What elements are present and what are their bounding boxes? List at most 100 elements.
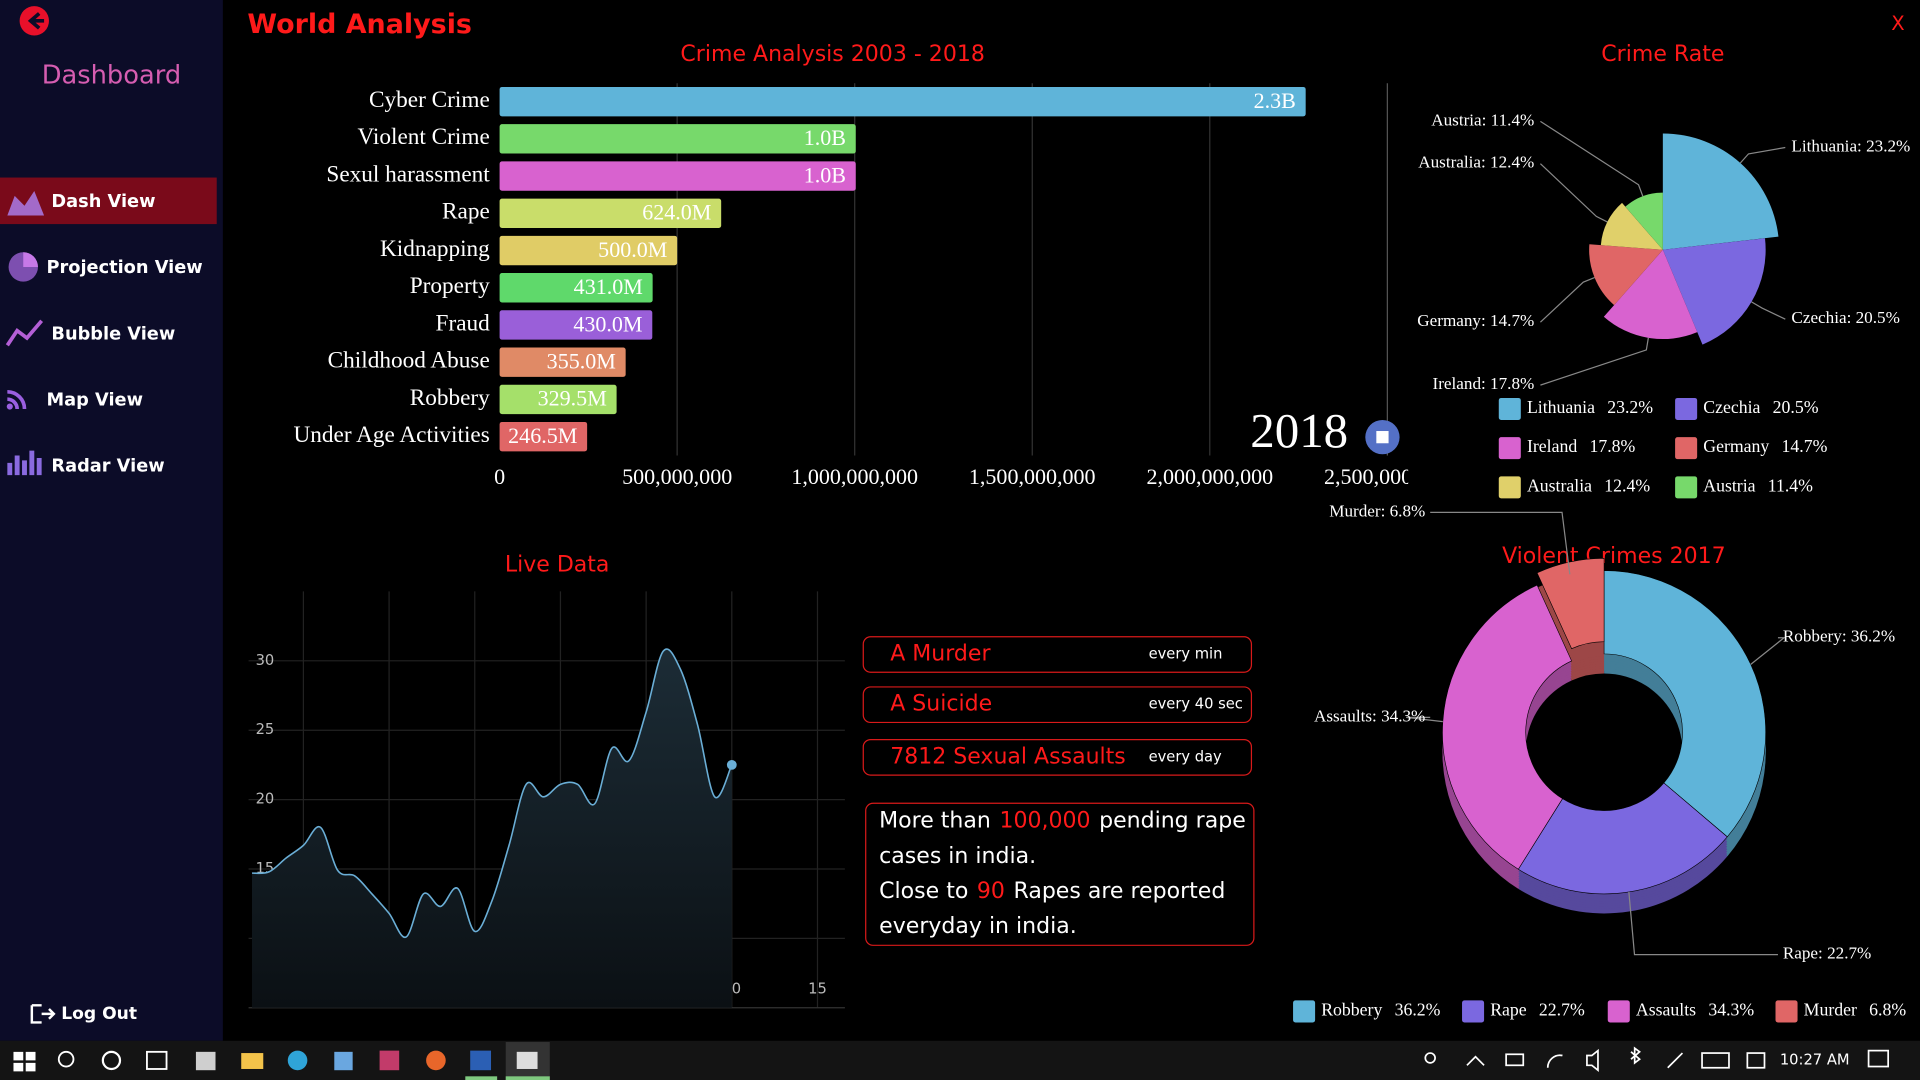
callout-line: [1540, 120, 1644, 197]
y-tick-label: Fraud: [436, 310, 491, 336]
tray-icons: [1424, 1046, 1890, 1072]
legend-value: 17.8%: [1589, 436, 1635, 456]
callout-line: [1540, 337, 1649, 386]
icon: [6, 403, 13, 410]
callout-label: Assaults: 34.3%: [1314, 706, 1425, 725]
legend-value: 14.7%: [1782, 436, 1828, 456]
legend-value: 34.3%: [1708, 1000, 1754, 1020]
info-text: More than: [879, 809, 991, 834]
page-title: World Analysis: [247, 9, 472, 40]
stat-box: [862, 686, 1253, 724]
donut-slice: [1603, 570, 1767, 838]
info-text: 100,000: [999, 809, 1090, 834]
x-tick-label: 15: [808, 980, 827, 997]
legend-label: Robbery: [1321, 1000, 1382, 1020]
last-point: [726, 760, 737, 770]
legend-label: Rape: [1490, 1000, 1527, 1020]
edge-icon[interactable]: [287, 1050, 308, 1071]
bar: [499, 310, 653, 340]
value-label: 246.5M: [508, 423, 577, 448]
info-text: everyday in india.: [879, 914, 1077, 939]
legend-swatch: [1607, 1000, 1630, 1023]
legend-swatch: [1675, 437, 1698, 460]
firefox-icon[interactable]: [426, 1050, 446, 1071]
legend-swatch: [1462, 1000, 1485, 1023]
legend-label: Murder: [1804, 1000, 1857, 1020]
callout-label: Rape: 22.7%: [1783, 944, 1871, 963]
app-icon[interactable]: [379, 1050, 400, 1071]
legend-label: Ireland: [1527, 436, 1577, 456]
stat-label: A Murder: [890, 641, 991, 666]
info-text: pending rape: [1099, 809, 1246, 834]
close-button[interactable]: X: [1891, 12, 1904, 35]
x-tick-label: 1,000,000,000: [791, 464, 918, 489]
x-tick-label: 2,000,000,000: [1146, 464, 1273, 489]
logout-icon: [30, 1004, 56, 1024]
callout-line: [1539, 277, 1595, 323]
info-line: More than 100,000 pending rape: [879, 809, 1246, 834]
app-icon[interactable]: [334, 1051, 353, 1071]
bar: [499, 198, 722, 228]
menu-item[interactable]: Radar View: [51, 457, 164, 477]
y-tick-label: Sexul harassment: [326, 161, 490, 187]
legend-value: 11.4%: [1768, 475, 1813, 495]
taskview-icon[interactable]: [146, 1050, 168, 1070]
info-box: [865, 802, 1255, 946]
callout-label: Australia: 12.4%: [1418, 153, 1534, 172]
value-label: 624.0M: [642, 200, 711, 225]
legend-label: Czechia: [1703, 397, 1760, 417]
bar: [499, 384, 617, 415]
legend-label: Germany: [1703, 436, 1769, 456]
callout-label: Murder: 6.8%: [1329, 501, 1425, 520]
back-arrow: [27, 12, 45, 30]
bar: [499, 86, 1306, 117]
stat-label: 7812 Sexual Assaults: [890, 744, 1126, 769]
cortana-icon[interactable]: [101, 1050, 122, 1071]
sidebar-title: Dashboard: [42, 60, 181, 90]
pie-slice: [1662, 238, 1766, 345]
donut-slice: [1517, 782, 1728, 895]
bar: [499, 273, 653, 303]
line: [251, 648, 733, 938]
legend-swatch: [1498, 437, 1521, 460]
info-line: everyday in india.: [879, 914, 1077, 939]
chart-title: Crime Rate: [1601, 42, 1724, 67]
menu-item[interactable]: Map View: [47, 390, 143, 410]
bar: [499, 347, 626, 377]
search-icon[interactable]: [57, 1050, 75, 1068]
legend-swatch: [1498, 476, 1521, 499]
logout[interactable]: Log Out: [61, 1004, 137, 1024]
menu-item[interactable]: Projection View: [47, 258, 203, 278]
y-tick-label: 20: [256, 791, 275, 808]
x-tick-label: 0: [494, 464, 505, 489]
callout-line: [1750, 637, 1786, 665]
explorer-icon[interactable]: [241, 1053, 264, 1069]
icon: [7, 390, 27, 410]
y-tick-label: Kidnapping: [380, 236, 490, 262]
start-button[interactable]: [13, 1051, 36, 1072]
callout-line: [1539, 163, 1608, 223]
pie-slice: [1600, 202, 1663, 250]
legend-swatch: [1293, 1000, 1316, 1023]
bar: [499, 421, 588, 452]
icon: [5, 319, 44, 347]
icon: [7, 450, 42, 476]
menu-item[interactable]: Bubble View: [51, 324, 175, 344]
menu-item[interactable]: Dash View: [51, 192, 155, 212]
word-icon[interactable]: [470, 1050, 492, 1071]
app-icon[interactable]: [516, 1051, 538, 1069]
donut-slice: [1442, 584, 1573, 870]
bar: [499, 235, 678, 266]
legend-swatch: [1775, 1000, 1798, 1023]
clock: 10:27 AM: [1780, 1051, 1850, 1068]
stat-frequency: every 40 sec: [1149, 696, 1243, 713]
pie-slice: [1603, 249, 1698, 340]
pie-slice: [1589, 244, 1663, 306]
sidebar: [0, 0, 223, 1041]
info-line: Close to 90 Rapes are reported: [879, 879, 1225, 904]
active-indicator: [465, 1076, 498, 1080]
callout-label: Ireland: 17.8%: [1433, 374, 1535, 393]
chart-title: Violent Crimes 2017: [1502, 544, 1726, 569]
store-icon[interactable]: [195, 1051, 216, 1071]
